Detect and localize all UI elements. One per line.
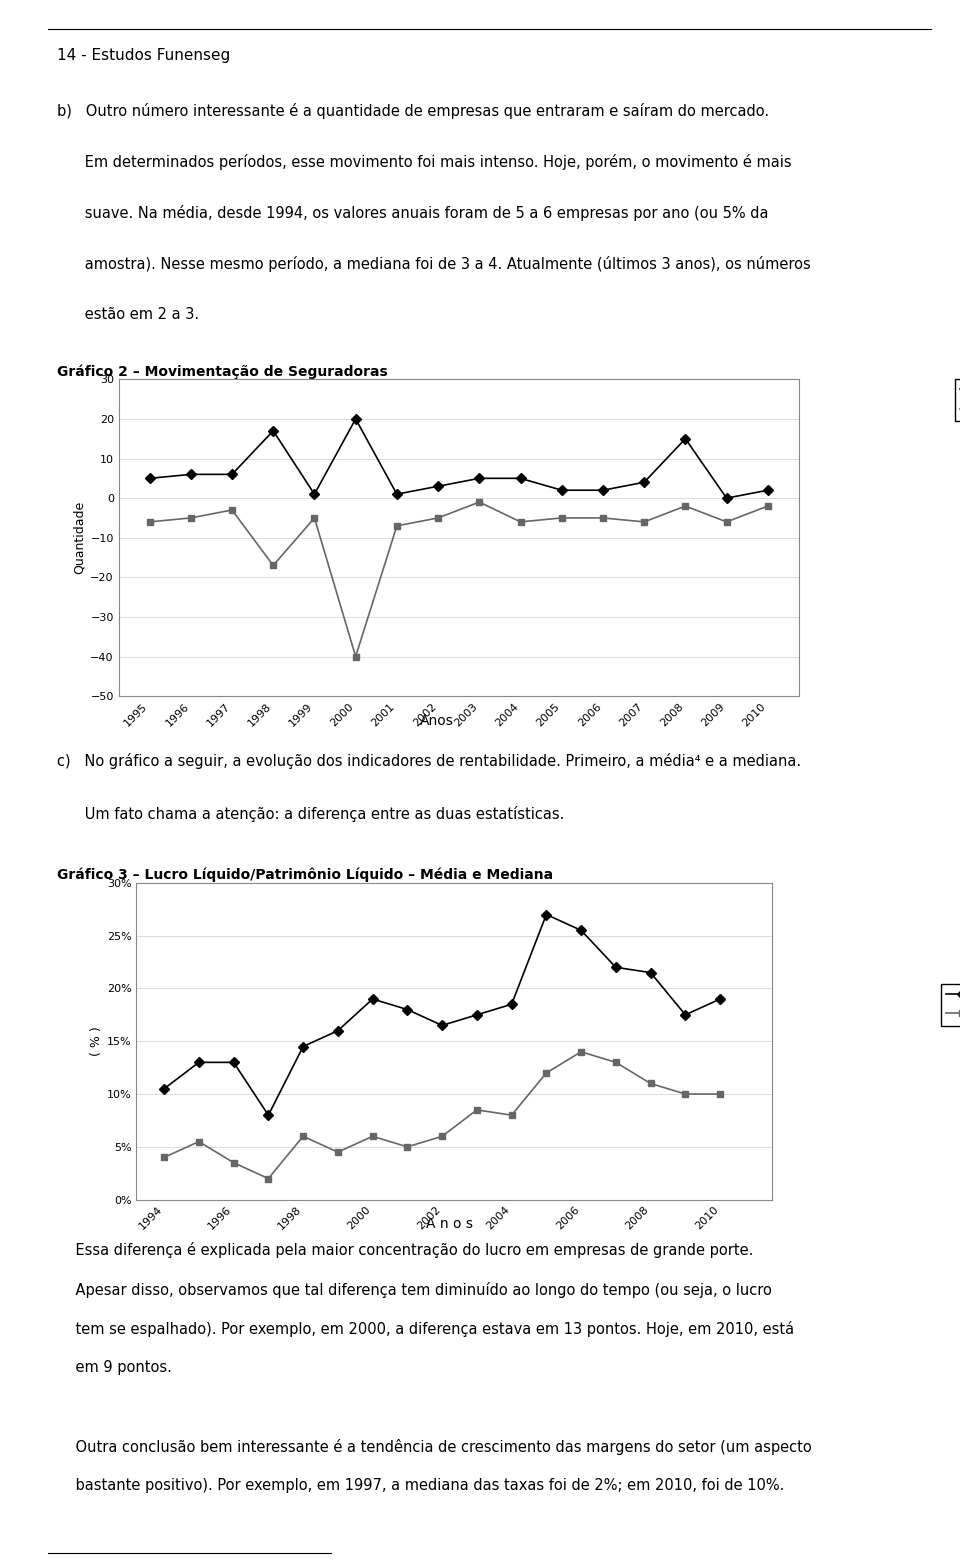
Text: em 9 pontos.: em 9 pontos. xyxy=(57,1361,172,1375)
Text: c)   No gráfico a seguir, a evolução dos indicadores de rentabilidade. Primeiro,: c) No gráfico a seguir, a evolução dos i… xyxy=(57,754,801,769)
Text: Essa diferença é explicada pela maior concentração do lucro em empresas de grand: Essa diferença é explicada pela maior co… xyxy=(57,1242,754,1259)
Text: Outra conclusão bem interessante é a tendência de crescimento das margens do set: Outra conclusão bem interessante é a ten… xyxy=(57,1439,811,1455)
Text: bastante positivo). Por exemplo, em 1997, a mediana das taxas foi de 2%; em 2010: bastante positivo). Por exemplo, em 1997… xyxy=(57,1478,784,1494)
Text: Um fato chama a atenção: a diferença entre as duas estatísticas.: Um fato chama a atenção: a diferença ent… xyxy=(57,805,564,821)
Text: Apesar disso, observamos que tal diferença tem diminuído ao longo do tempo (ou s: Apesar disso, observamos que tal diferen… xyxy=(57,1282,772,1298)
Text: estão em 2 a 3.: estão em 2 a 3. xyxy=(57,307,199,322)
Text: Em determinados períodos, esse movimento foi mais intenso. Hoje, porém, o movime: Em determinados períodos, esse movimento… xyxy=(57,155,791,170)
Text: Gráfico 2 – Movimentação de Seguradoras: Gráfico 2 – Movimentação de Seguradoras xyxy=(57,364,388,378)
Text: b)   Outro número interessante é a quantidade de empresas que entraram e saíram : b) Outro número interessante é a quantid… xyxy=(57,103,769,119)
Text: 14 - Estudos Funenseg: 14 - Estudos Funenseg xyxy=(57,48,230,63)
Text: Gráfico 3 – Lucro Líquido/Patrimônio Líquido – Média e Mediana: Gráfico 3 – Lucro Líquido/Patrimônio Líq… xyxy=(57,868,553,882)
Text: amostra). Nesse mesmo período, a mediana foi de 3 a 4. Atualmente (últimos 3 ano: amostra). Nesse mesmo período, a mediana… xyxy=(57,256,810,272)
Text: A n o s: A n o s xyxy=(426,1217,473,1231)
Text: Anos: Anos xyxy=(420,713,453,727)
Text: tem se espalhado). Por exemplo, em 2000, a diferença estava em 13 pontos. Hoje, : tem se espalhado). Por exemplo, em 2000,… xyxy=(57,1322,794,1337)
Text: suave. Na média, desde 1994, os valores anuais foram de 5 a 6 empresas por ano (: suave. Na média, desde 1994, os valores … xyxy=(57,205,768,221)
